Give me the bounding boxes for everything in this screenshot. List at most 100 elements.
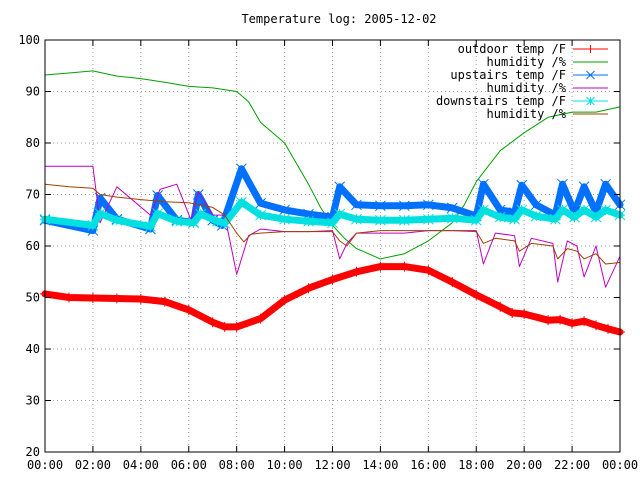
data-point-2-23 bbox=[478, 178, 489, 190]
y-tick-label: 90 bbox=[26, 85, 40, 99]
x-tick-label: 04:00 bbox=[123, 458, 159, 472]
data-point-0-16 bbox=[399, 261, 410, 272]
series-line-5 bbox=[44, 183, 621, 265]
series-line-3 bbox=[44, 165, 621, 288]
y-tick-label: 70 bbox=[26, 188, 40, 202]
x-tick-label: 00:00 bbox=[27, 458, 63, 472]
data-point-4-3 bbox=[111, 214, 123, 226]
data-point-2-31 bbox=[578, 181, 590, 193]
data-point-2-18 bbox=[375, 200, 386, 212]
series-3 bbox=[44, 165, 621, 288]
data-point-0-26 bbox=[579, 316, 590, 327]
data-point-0-3 bbox=[111, 293, 122, 304]
data-point-0-4 bbox=[135, 294, 146, 305]
data-point-4-19 bbox=[399, 214, 410, 226]
data-point-0-23 bbox=[543, 315, 554, 326]
legend-marker bbox=[586, 96, 595, 106]
x-tick-label: 16:00 bbox=[410, 458, 446, 472]
y-tick-label: 60 bbox=[26, 239, 40, 253]
data-point-0-13 bbox=[327, 274, 338, 285]
data-point-0-15 bbox=[375, 261, 386, 272]
x-tick-label: 06:00 bbox=[171, 458, 207, 472]
data-point-0-10 bbox=[255, 313, 266, 324]
x-tick-label: 22:00 bbox=[554, 458, 590, 472]
y-tick-label: 20 bbox=[26, 445, 40, 459]
data-point-4-29 bbox=[557, 204, 568, 216]
legend-marker bbox=[586, 70, 595, 80]
y-tick-label: 80 bbox=[26, 136, 40, 150]
legend-label: humidity /% bbox=[487, 107, 567, 121]
x-tick-label: 18:00 bbox=[458, 458, 494, 472]
data-point-4-23 bbox=[478, 204, 489, 216]
data-point-4-7 bbox=[188, 217, 199, 229]
data-point-0-12 bbox=[303, 283, 314, 294]
data-point-0-7 bbox=[207, 317, 218, 328]
data-point-4-8 bbox=[195, 208, 207, 220]
axis-ticks: 00:00 02:00 04:00 06:00 08:00 10:00 12:00 14:00… bbox=[18, 33, 638, 472]
data-point-2-33 bbox=[600, 178, 611, 190]
data-point-4-4 bbox=[145, 221, 156, 232]
legend-label: humidity /% bbox=[487, 81, 567, 95]
legend-label: outdoor temp /F bbox=[458, 42, 566, 56]
data-point-0-28 bbox=[603, 323, 614, 334]
data-point-0-17 bbox=[423, 265, 434, 276]
x-tick-label: 14:00 bbox=[362, 458, 398, 472]
data-point-0-20 bbox=[495, 301, 506, 312]
data-point-2-12 bbox=[255, 197, 266, 209]
data-point-2-11 bbox=[236, 163, 247, 175]
data-point-4-16 bbox=[334, 208, 346, 220]
data-point-4-20 bbox=[422, 213, 434, 225]
x-tick-label: 00:00 bbox=[602, 458, 638, 472]
x-tick-label: 08:00 bbox=[219, 458, 255, 472]
data-point-4-12 bbox=[255, 209, 266, 221]
series-layer bbox=[39, 70, 626, 338]
data-point-0-19 bbox=[471, 289, 482, 300]
x-tick-label: 20:00 bbox=[506, 458, 542, 472]
y-tick-label: 30 bbox=[26, 394, 40, 408]
data-point-4-9 bbox=[212, 215, 223, 227]
data-point-0-2 bbox=[87, 293, 98, 304]
data-point-4-17 bbox=[351, 213, 362, 225]
data-point-4-11 bbox=[236, 196, 247, 208]
data-point-2-21 bbox=[446, 202, 458, 214]
y-tick-label: 100 bbox=[18, 33, 40, 47]
data-point-0-8 bbox=[219, 321, 230, 332]
data-point-4-21 bbox=[446, 212, 458, 224]
data-point-4-32 bbox=[590, 211, 602, 223]
data-point-0-5 bbox=[159, 296, 170, 307]
chart-title: Temperature log: 2005-12-02 bbox=[241, 12, 436, 26]
series-0 bbox=[40, 261, 625, 338]
data-point-4-28 bbox=[549, 213, 561, 225]
legend-marker bbox=[586, 45, 595, 53]
data-point-4-6 bbox=[171, 215, 183, 227]
x-tick-label: 10:00 bbox=[267, 458, 303, 472]
legend-label: upstairs temp /F bbox=[450, 68, 566, 82]
data-point-0-21 bbox=[507, 307, 518, 318]
data-point-4-24 bbox=[494, 211, 506, 223]
data-point-4-33 bbox=[600, 204, 611, 216]
data-point-4-14 bbox=[303, 215, 314, 227]
data-point-0-22 bbox=[519, 308, 530, 319]
data-point-4-27 bbox=[530, 210, 542, 222]
data-point-4-10 bbox=[219, 217, 231, 229]
y-tick-label: 40 bbox=[26, 342, 40, 356]
data-point-0-9 bbox=[231, 321, 242, 332]
data-point-0-27 bbox=[591, 320, 602, 331]
data-point-0-14 bbox=[351, 266, 362, 277]
data-point-0-1 bbox=[63, 292, 74, 303]
data-point-4-26 bbox=[516, 204, 528, 216]
data-point-4-13 bbox=[279, 213, 290, 225]
x-tick-label: 02:00 bbox=[75, 458, 111, 472]
legend-label: downstairs temp /F bbox=[436, 94, 566, 108]
data-point-4-18 bbox=[375, 214, 386, 226]
series-4 bbox=[39, 196, 626, 232]
data-point-2-19 bbox=[399, 200, 410, 212]
data-point-4-25 bbox=[509, 213, 520, 225]
data-point-4-31 bbox=[578, 204, 590, 216]
data-point-4-1 bbox=[87, 220, 99, 231]
y-tick-label: 50 bbox=[26, 291, 40, 305]
data-point-0-11 bbox=[279, 295, 290, 306]
data-point-4-5 bbox=[152, 208, 163, 219]
